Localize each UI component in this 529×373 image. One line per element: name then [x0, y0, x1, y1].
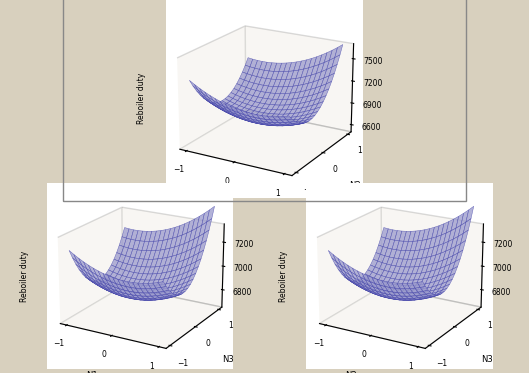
- Y-axis label: N3: N3: [481, 355, 492, 364]
- Y-axis label: N2: N2: [349, 181, 361, 190]
- X-axis label: N2: N2: [345, 370, 357, 373]
- Text: Reboiler duty: Reboiler duty: [138, 73, 147, 125]
- X-axis label: N1: N1: [209, 197, 221, 206]
- Text: Reboiler duty: Reboiler duty: [279, 250, 288, 302]
- Y-axis label: N3: N3: [222, 355, 233, 364]
- Text: Reboiler duty: Reboiler duty: [20, 250, 29, 302]
- X-axis label: N1: N1: [86, 370, 98, 373]
